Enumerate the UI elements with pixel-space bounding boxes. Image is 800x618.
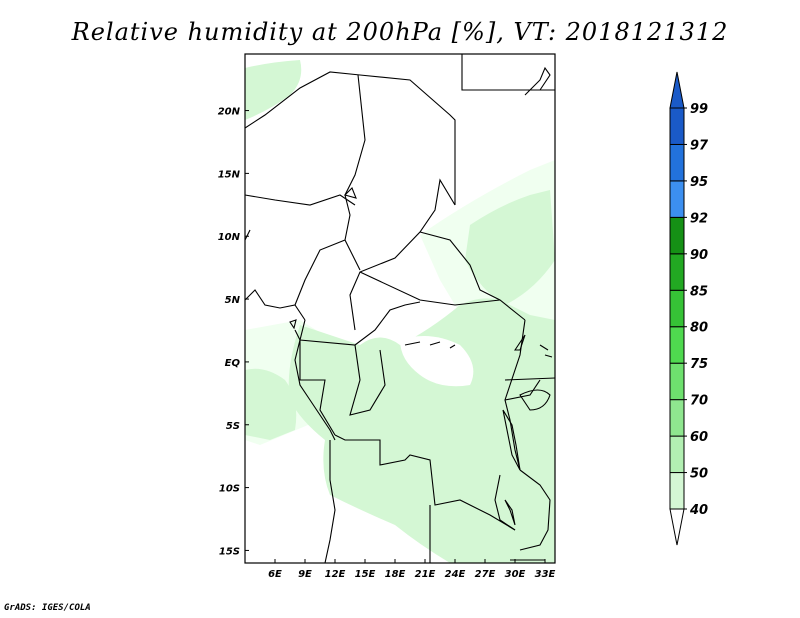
colorbar-label: 99 <box>690 102 708 117</box>
colorbar-label: 97 <box>690 138 709 153</box>
x-tick-label: 30E <box>505 569 526 580</box>
map-frame <box>244 53 556 564</box>
colorbar-label: 50 <box>690 467 708 482</box>
colorbar-segment <box>669 253 685 291</box>
colorbar-over-triangle <box>669 71 685 109</box>
lake-small <box>404 341 456 349</box>
border-line <box>334 434 516 531</box>
border-line <box>294 239 346 306</box>
y-tick-label: EQ <box>225 358 241 369</box>
y-tick-label: 5S <box>226 421 240 432</box>
x-tick-label: 9E <box>298 569 312 580</box>
colorbar-segment <box>669 143 685 182</box>
humidity-area-north <box>245 60 302 120</box>
border-line <box>245 194 356 206</box>
colorbar-segment <box>669 472 685 510</box>
x-tick-label: 12E <box>325 569 346 580</box>
colorbar-segment <box>669 326 685 364</box>
colorbar-label: 92 <box>690 211 708 226</box>
colorbar-segment <box>669 107 685 145</box>
humidity-shading <box>245 60 555 563</box>
border-line <box>419 231 526 321</box>
x-tick-label: 6E <box>268 569 282 580</box>
colorbar-segment <box>669 289 685 328</box>
coastline <box>294 319 336 441</box>
lake-small <box>539 344 553 358</box>
x-tick-label: 18E <box>385 569 406 580</box>
colorbar-label: 95 <box>690 175 708 190</box>
map-title: Relative humidity at 200hPa [%], VT: 201… <box>71 18 729 46</box>
y-tick-label: 5N <box>225 295 241 306</box>
border-line <box>504 377 555 381</box>
colorbar-segment <box>669 362 685 401</box>
border-line <box>359 271 501 306</box>
colorbar-label: 60 <box>690 430 708 445</box>
humidity-area-east-upper <box>465 190 555 305</box>
humidity-area-central <box>288 298 555 563</box>
border-line <box>299 340 336 436</box>
y-tick-label: 15S <box>219 546 240 557</box>
border-line <box>461 54 555 91</box>
y-tick-label: 10N <box>218 232 241 243</box>
lake-victoria <box>519 389 551 411</box>
colorbar-label: 70 <box>690 394 708 409</box>
colorbar: 40 50 60 70 75 80 85 90 92 95 97 99 <box>669 71 709 546</box>
border-line <box>504 379 541 401</box>
lake-albert <box>513 334 526 351</box>
y-tick-label: 20N <box>218 107 241 118</box>
lake-malawi <box>504 499 516 526</box>
border-line <box>245 289 306 321</box>
colorbar-label: 75 <box>690 357 708 372</box>
colorbar-label: 40 <box>689 503 708 518</box>
y-tick-label: 15N <box>218 169 241 180</box>
border-line <box>519 469 551 551</box>
x-axis: 6E 9E 12E 15E 18E 21E 24E 27E 30E 33E <box>268 559 556 580</box>
border-line <box>494 474 516 531</box>
border-line <box>349 344 386 416</box>
border-line <box>245 71 456 205</box>
lake-small <box>289 319 297 330</box>
border-line <box>344 74 366 271</box>
humidity-gap-central <box>400 336 474 387</box>
colorbar-segment <box>669 435 685 474</box>
colorbar-under-triangle <box>669 508 685 546</box>
colorbar-label: 85 <box>690 284 708 299</box>
grads-credit: GrADS: IGES/COLA <box>4 603 91 613</box>
coast-north-east <box>524 66 551 96</box>
x-tick-label: 21E <box>415 569 436 580</box>
colorbar-segment <box>669 399 685 437</box>
colorbar-label: 90 <box>690 248 708 263</box>
x-tick-label: 15E <box>355 569 376 580</box>
border-line <box>324 440 336 563</box>
colorbar-segment <box>669 180 685 218</box>
humidity-area-west-coast <box>245 368 297 440</box>
x-tick-label: 27E <box>475 569 496 580</box>
y-tick-label: 10S <box>219 484 240 495</box>
x-tick-label: 24E <box>445 569 466 580</box>
colorbar-label: 80 <box>690 321 708 336</box>
colorbar-segment <box>669 216 685 255</box>
y-axis: 20N 15N 10N 5N EQ 5S 10S 15S <box>218 107 249 557</box>
border-line <box>349 178 456 331</box>
x-tick-label: 33E <box>535 569 556 580</box>
lake-chad <box>343 187 357 199</box>
border-line <box>245 229 251 241</box>
country-borders <box>245 54 555 563</box>
lake-tanganyika <box>502 409 521 471</box>
